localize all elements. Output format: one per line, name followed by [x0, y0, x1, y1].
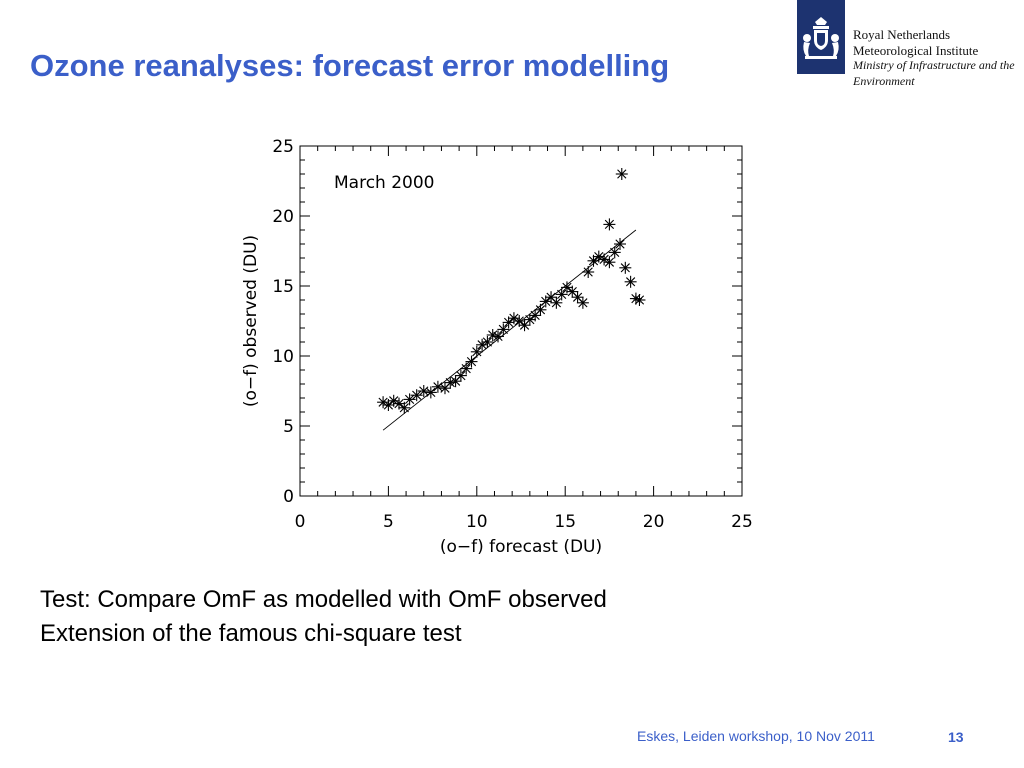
y-axis-title: (o−f) observed (DU)	[241, 235, 261, 407]
x-tick-labels: 0 5 10 15 20 25	[295, 512, 753, 532]
x-axis-title: (o−f) forecast (DU)	[440, 537, 602, 557]
y-tick-labels: 0 5 10 15 20 25	[272, 137, 294, 507]
data-point	[539, 295, 552, 308]
logo-line: Royal Netherlands	[853, 27, 951, 42]
royal-coat-of-arms-icon	[803, 17, 839, 59]
data-point	[492, 330, 505, 343]
data-point	[555, 288, 568, 301]
page-number: 13	[948, 729, 964, 745]
chart-annotation: March 2000	[334, 173, 435, 193]
data-point	[534, 303, 547, 316]
data-point	[398, 401, 411, 414]
data-point	[614, 238, 627, 250]
data-point	[507, 312, 520, 325]
x-tick-label: 5	[383, 512, 394, 532]
data-point	[497, 323, 510, 336]
data-point	[523, 313, 536, 326]
logo-line: Environment	[853, 73, 915, 88]
data-point	[587, 254, 600, 267]
data-point	[403, 393, 416, 406]
scatter-chart: 0 5 10 15 20 25 0 5 10 15 20 25 March 2000 (o−f) f…	[241, 137, 753, 557]
data-point	[624, 275, 637, 288]
fit-line	[382, 229, 637, 431]
data-point	[582, 266, 595, 278]
logo-emblem	[797, 0, 845, 74]
data-point	[424, 386, 437, 399]
data-point	[603, 218, 616, 231]
data-point	[576, 296, 589, 309]
data-point	[449, 375, 462, 388]
y-tick-label: 15	[272, 277, 294, 297]
x-tick-label: 15	[554, 512, 576, 532]
data-point	[382, 399, 395, 411]
body-text-line: Extension of the famous chi-square test	[40, 620, 462, 647]
logo-line: Ministry of Infrastructure and the	[853, 58, 1015, 72]
y-tick-label: 10	[272, 347, 294, 367]
data-point	[608, 246, 621, 259]
x-tick-label: 25	[731, 512, 753, 532]
slide-title: Ozone reanalyses: forecast error modelli…	[30, 48, 670, 83]
fit-line-group	[382, 229, 637, 431]
data-point	[465, 355, 478, 368]
axis-ticks	[299, 145, 743, 497]
y-tick-label: 20	[272, 207, 294, 227]
data-point	[454, 369, 467, 382]
plot-frame	[299, 145, 743, 497]
logo-line: Meteorological Institute	[853, 42, 979, 58]
data-point	[633, 294, 646, 306]
data-point	[470, 345, 483, 358]
data-point	[481, 336, 494, 348]
y-tick-label: 5	[283, 417, 294, 437]
body-text-line: Test: Compare OmF as modelled with OmF o…	[40, 586, 607, 613]
y-tick-label: 25	[272, 137, 294, 157]
x-tick-label: 0	[295, 512, 306, 532]
data-point	[444, 376, 457, 389]
data-point	[502, 316, 515, 329]
data-point	[513, 315, 526, 327]
data-point	[603, 256, 616, 269]
footer-text: Eskes, Leiden workshop, 10 Nov 2011	[637, 728, 875, 744]
data-point	[619, 261, 632, 274]
data-point	[550, 296, 563, 309]
data-point	[571, 291, 584, 304]
data-point	[615, 168, 628, 180]
knmi-logo: Royal Netherlands Meteorological Institu…	[797, 0, 1024, 100]
x-tick-label: 20	[643, 512, 665, 532]
logo-text: Royal Netherlands Meteorological Institu…	[853, 27, 1024, 89]
data-point	[460, 362, 473, 375]
data-points	[377, 168, 646, 414]
y-tick-label: 0	[283, 487, 294, 507]
x-tick-label: 10	[466, 512, 488, 532]
data-point	[410, 389, 423, 402]
